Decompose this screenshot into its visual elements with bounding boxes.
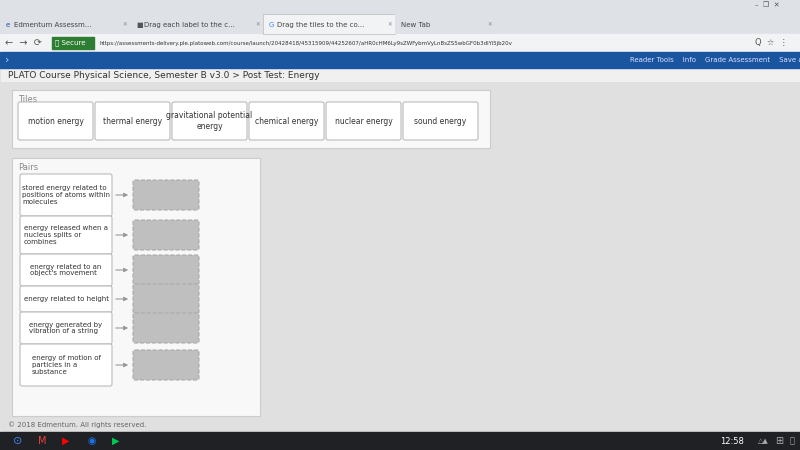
Bar: [0, 14, 130, 34]
Text: energy generated by
vibration of a string: energy generated by vibration of a strin…: [30, 321, 102, 334]
Text: 12:58: 12:58: [720, 436, 744, 446]
Text: ■: ■: [136, 22, 142, 28]
Text: Reader Tools    Info    Grade Assessment    Save and Exit: Reader Tools Info Grade Assessment Save …: [630, 57, 800, 63]
Text: 🔒 Secure: 🔒 Secure: [55, 40, 86, 46]
Text: Pairs: Pairs: [18, 163, 38, 172]
FancyBboxPatch shape: [249, 102, 324, 140]
Text: energy related to height: energy related to height: [23, 296, 109, 302]
Text: ✕: ✕: [387, 22, 392, 27]
Bar: [12, 90, 490, 148]
Text: ✕: ✕: [255, 22, 260, 27]
FancyBboxPatch shape: [133, 220, 199, 250]
Text: e: e: [6, 22, 10, 28]
Text: PLATO Course Physical Science, Semester B v3.0 > Post Test: Energy: PLATO Course Physical Science, Semester …: [8, 71, 320, 80]
FancyBboxPatch shape: [95, 102, 170, 140]
Text: nuclear energy: nuclear energy: [334, 117, 392, 126]
FancyBboxPatch shape: [133, 284, 199, 314]
FancyBboxPatch shape: [20, 312, 112, 344]
Text: Tiles: Tiles: [18, 95, 37, 104]
Bar: [52, 37, 94, 49]
FancyBboxPatch shape: [133, 313, 199, 343]
Bar: [263, 14, 395, 34]
Text: ▶: ▶: [112, 436, 119, 446]
Text: ←  →  ⟳: ← → ⟳: [5, 38, 42, 48]
Bar: [0, 432, 800, 450]
Text: https://assessments-delivery.ple.platoweb.com/course/launch/20428418/45315909/44: https://assessments-delivery.ple.platowe…: [100, 40, 513, 45]
Text: sound energy: sound energy: [414, 117, 466, 126]
FancyBboxPatch shape: [18, 102, 93, 140]
FancyBboxPatch shape: [326, 102, 401, 140]
Text: 🔔: 🔔: [790, 436, 795, 446]
Text: ⊞: ⊞: [775, 436, 783, 446]
Bar: [0, 52, 800, 68]
Text: ⊙: ⊙: [13, 436, 22, 446]
Text: M: M: [38, 436, 46, 446]
FancyBboxPatch shape: [20, 286, 112, 312]
FancyBboxPatch shape: [133, 180, 199, 210]
Text: –  ❒  ✕: – ❒ ✕: [755, 2, 780, 8]
Text: energy of motion of
particles in a
substance: energy of motion of particles in a subst…: [31, 355, 101, 375]
FancyBboxPatch shape: [403, 102, 478, 140]
FancyBboxPatch shape: [133, 350, 199, 380]
FancyBboxPatch shape: [20, 216, 112, 254]
Bar: [12, 158, 260, 416]
Bar: [130, 14, 263, 34]
Bar: [0, 82, 800, 450]
Text: energy released when a
nucleus splits or
combines: energy released when a nucleus splits or…: [24, 225, 108, 245]
Text: ◉: ◉: [87, 436, 95, 446]
Bar: [0, 0, 800, 14]
FancyBboxPatch shape: [172, 102, 247, 140]
Text: chemical energy: chemical energy: [255, 117, 318, 126]
Text: Edmentum Assessm...: Edmentum Assessm...: [14, 22, 91, 28]
Text: ✕: ✕: [487, 22, 492, 27]
Text: △▲: △▲: [758, 438, 769, 444]
Text: ›: ›: [5, 55, 10, 65]
FancyBboxPatch shape: [20, 344, 112, 386]
Text: © 2018 Edmentum. All rights reserved.: © 2018 Edmentum. All rights reserved.: [8, 422, 146, 428]
Text: Q  ☆  ⋮: Q ☆ ⋮: [755, 39, 788, 48]
Text: ▶: ▶: [62, 436, 70, 446]
Text: ✕: ✕: [122, 22, 126, 27]
Text: Drag the tiles to the co...: Drag the tiles to the co...: [277, 22, 364, 28]
Text: New Tab: New Tab: [401, 22, 430, 28]
FancyBboxPatch shape: [133, 255, 199, 285]
Bar: [0, 14, 800, 34]
FancyBboxPatch shape: [20, 254, 112, 286]
Text: G: G: [269, 22, 274, 28]
Text: energy related to an
object's movement: energy related to an object's movement: [30, 264, 102, 276]
Bar: [0, 34, 800, 52]
Text: motion energy: motion energy: [27, 117, 83, 126]
Text: gravitational potential
energy: gravitational potential energy: [166, 111, 253, 130]
Bar: [395, 14, 495, 34]
Bar: [0, 68, 800, 82]
FancyBboxPatch shape: [20, 174, 112, 216]
Text: thermal energy: thermal energy: [103, 117, 162, 126]
Text: Drag each label to the c...: Drag each label to the c...: [144, 22, 235, 28]
Text: stored energy related to
positions of atoms within
molecules: stored energy related to positions of at…: [22, 185, 110, 205]
Bar: [0, 418, 800, 432]
